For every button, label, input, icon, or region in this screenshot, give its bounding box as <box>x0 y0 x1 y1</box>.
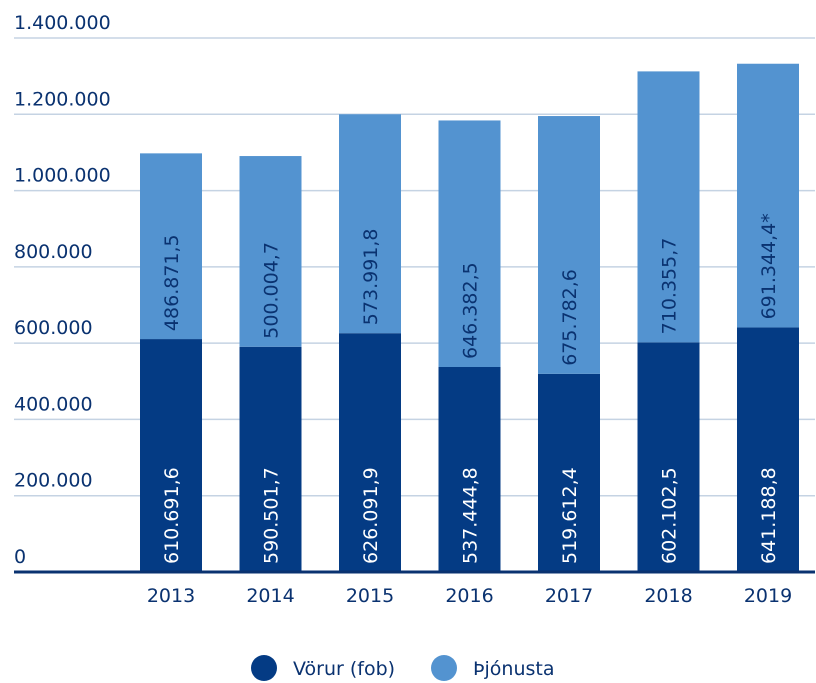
bar-segment <box>239 346 302 572</box>
value-label: 500.004,7 <box>261 242 283 339</box>
value-label: 610.691,6 <box>161 467 183 564</box>
bar-segment <box>339 114 401 334</box>
x-tick-label: 2019 <box>744 585 792 607</box>
value-label: 675.782,6 <box>559 269 581 366</box>
y-tick-label: 1.200.000 <box>14 88 111 110</box>
x-tick-label: 2013 <box>147 585 195 607</box>
value-label: 590.501,7 <box>261 467 283 564</box>
bar-segment <box>438 367 501 572</box>
legend-label: Þjónusta <box>473 658 554 680</box>
bar-segment <box>737 327 799 572</box>
bar-segment <box>538 373 600 572</box>
bar-segment <box>438 120 501 368</box>
value-label: 641.188,8 <box>758 467 780 564</box>
value-label: 691.344,4* <box>758 213 780 319</box>
value-label: 646.382,5 <box>460 262 482 359</box>
value-label: 573.991,8 <box>360 228 382 325</box>
bar-segment <box>737 63 799 328</box>
bar-segment <box>140 153 202 340</box>
x-tick-label: 2017 <box>545 585 593 607</box>
value-label: 710.355,7 <box>659 238 681 335</box>
y-tick-label: 0 <box>14 546 26 568</box>
bar-segment <box>239 156 302 347</box>
legend-marker <box>251 655 277 681</box>
bar-segment <box>538 116 600 374</box>
value-label: 519.612,4 <box>559 467 581 564</box>
value-label: 537.444,8 <box>460 467 482 564</box>
y-tick-label: 200.000 <box>14 470 93 492</box>
y-tick-label: 400.000 <box>14 393 93 415</box>
y-tick-label: 1.400.000 <box>14 12 111 34</box>
value-label: 486.871,5 <box>161 234 183 331</box>
x-tick-label: 2018 <box>644 585 692 607</box>
x-tick-label: 2014 <box>246 585 294 607</box>
bar-segment <box>140 339 202 572</box>
y-tick-label: 600.000 <box>14 317 93 339</box>
value-label: 626.091,9 <box>360 467 382 564</box>
y-tick-label: 800.000 <box>14 241 93 263</box>
y-tick-label: 1.000.000 <box>14 165 111 187</box>
x-tick-label: 2015 <box>346 585 394 607</box>
x-tick-label: 2016 <box>445 585 493 607</box>
legend-marker <box>431 655 457 681</box>
value-label: 602.102,5 <box>659 467 681 564</box>
bar-segment <box>637 342 700 572</box>
bar-segment <box>637 71 700 343</box>
legend-label: Vörur (fob) <box>293 658 395 680</box>
bar-segment <box>339 333 401 572</box>
